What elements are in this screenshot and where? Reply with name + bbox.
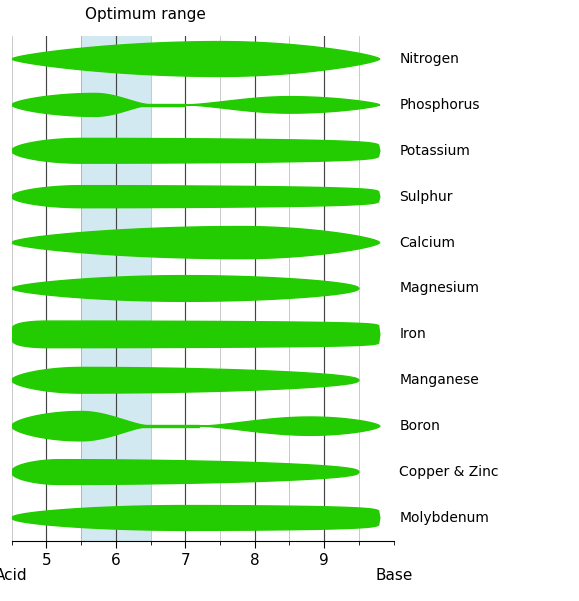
Polygon shape: [199, 417, 380, 435]
Polygon shape: [12, 41, 380, 76]
Text: Boron: Boron: [400, 419, 440, 433]
Text: Acid: Acid: [0, 569, 28, 584]
Text: Phosphorus: Phosphorus: [400, 98, 480, 112]
Text: Nitrogen: Nitrogen: [400, 52, 459, 66]
Text: Manganese: Manganese: [400, 373, 479, 387]
Polygon shape: [137, 425, 199, 427]
Polygon shape: [12, 367, 359, 393]
Polygon shape: [12, 276, 359, 301]
Polygon shape: [12, 505, 380, 530]
Text: Calcium: Calcium: [400, 236, 455, 249]
Polygon shape: [137, 103, 185, 106]
Polygon shape: [12, 93, 151, 117]
Polygon shape: [12, 412, 151, 441]
Polygon shape: [12, 321, 380, 348]
Polygon shape: [12, 460, 359, 484]
Polygon shape: [12, 186, 380, 208]
Bar: [81, 36, 151, 541]
Text: Sulphur: Sulphur: [400, 190, 453, 204]
Text: Copper & Zinc: Copper & Zinc: [400, 465, 499, 479]
Text: Molybdenum: Molybdenum: [400, 511, 489, 525]
Text: Base: Base: [375, 569, 412, 584]
Polygon shape: [12, 227, 380, 258]
Text: Optimum range: Optimum range: [85, 7, 206, 22]
Text: Magnesium: Magnesium: [400, 281, 479, 296]
Text: Potassium: Potassium: [400, 144, 470, 158]
Polygon shape: [185, 97, 380, 113]
Polygon shape: [12, 138, 380, 163]
Text: Iron: Iron: [400, 328, 426, 341]
